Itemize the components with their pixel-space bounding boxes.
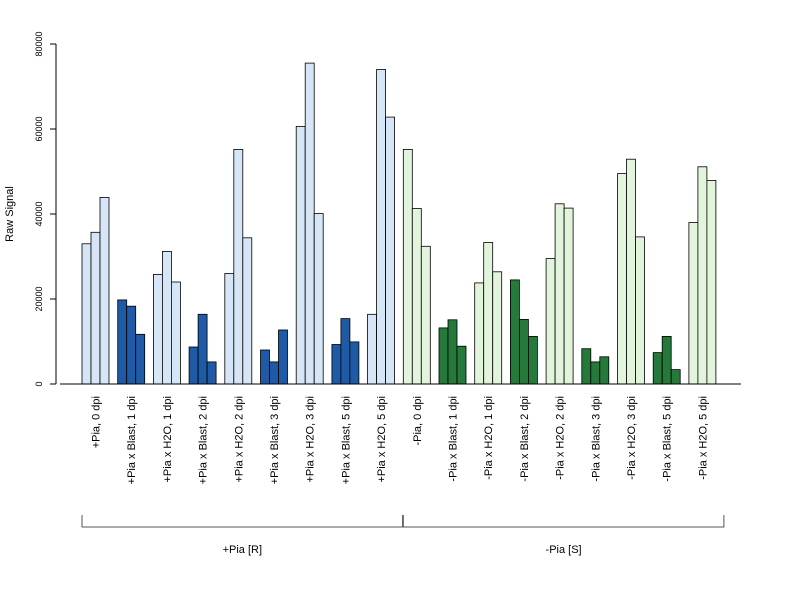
bar xyxy=(563,207,574,385)
bar xyxy=(438,327,449,385)
bar xyxy=(456,345,467,385)
y-tick-label: 80000 xyxy=(34,31,44,56)
bar xyxy=(161,250,172,385)
category-label: +Pia x Blast, 1 dpi xyxy=(126,396,138,484)
y-axis-title: Raw Signal xyxy=(4,186,16,242)
category-label: +Pia x Blast, 3 dpi xyxy=(269,396,281,484)
category-label: -Pia x H2O, 3 dpi xyxy=(626,396,638,480)
bar xyxy=(349,341,360,385)
bar xyxy=(554,203,565,385)
bar xyxy=(688,222,699,385)
bar xyxy=(304,62,315,385)
bar xyxy=(635,236,645,385)
category-label: -Pia x H2O, 2 dpi xyxy=(555,396,567,480)
bar xyxy=(599,356,610,385)
bar xyxy=(411,208,422,385)
bar xyxy=(233,148,244,385)
bar xyxy=(197,313,208,385)
bar xyxy=(126,305,137,385)
y-tick-label: 40000 xyxy=(34,201,44,226)
category-labels: +Pia, 0 dpi +Pia x Blast, 1 dpi +Pia x H2O… xyxy=(91,396,710,484)
bar xyxy=(617,173,627,385)
group-label: -Pia [S] xyxy=(546,544,582,556)
bar xyxy=(331,344,342,385)
category-label: -Pia x H2O, 1 dpi xyxy=(483,396,495,480)
bar xyxy=(340,318,351,385)
bar xyxy=(90,231,101,385)
bar xyxy=(152,273,163,385)
category-label: -Pia x Blast, 1 dpi xyxy=(448,396,460,482)
group-label: +Pia [R] xyxy=(223,544,262,556)
bar xyxy=(706,179,717,385)
bar xyxy=(483,242,494,385)
bar xyxy=(224,273,235,385)
bar xyxy=(81,243,92,385)
bar xyxy=(117,299,128,385)
bar xyxy=(581,348,592,385)
category-label: +Pia x H2O, 5 dpi xyxy=(376,396,388,483)
y-tick-label: 0 xyxy=(34,381,44,386)
bar xyxy=(590,361,601,385)
category-label: -Pia x Blast, 5 dpi xyxy=(662,396,674,482)
bar xyxy=(260,349,270,385)
y-tick-label: 20000 xyxy=(34,286,44,311)
bar xyxy=(385,116,396,385)
bar xyxy=(402,148,413,385)
group-brackets: +Pia [R] -Pia [S] xyxy=(81,515,725,556)
bar xyxy=(670,369,681,385)
bar xyxy=(652,352,663,385)
bar xyxy=(206,361,217,385)
bars-layer xyxy=(81,62,717,385)
category-label: -Pia, 0 dpi xyxy=(412,396,424,446)
category-label: -Pia x Blast, 2 dpi xyxy=(519,396,531,482)
category-label: +Pia x Blast, 5 dpi xyxy=(340,396,352,484)
bar xyxy=(519,318,529,385)
bar xyxy=(509,279,520,385)
category-label: -Pia x H2O, 5 dpi xyxy=(697,396,709,480)
bar xyxy=(626,158,636,385)
bar xyxy=(242,237,253,385)
bar xyxy=(447,319,458,385)
group-bracket xyxy=(81,515,404,528)
bar xyxy=(135,333,146,385)
bar xyxy=(528,335,538,385)
bar xyxy=(545,258,556,385)
bar xyxy=(661,335,672,385)
category-label: +Pia x H2O, 2 dpi xyxy=(233,396,245,483)
category-label: +Pia x H2O, 1 dpi xyxy=(162,396,174,483)
bar xyxy=(170,281,181,385)
bar xyxy=(313,213,324,385)
bar xyxy=(188,346,199,385)
bar xyxy=(278,329,288,385)
category-label: +Pia x H2O, 3 dpi xyxy=(305,396,317,483)
bar xyxy=(492,271,503,385)
category-label: +Pia x Blast, 2 dpi xyxy=(198,396,210,484)
group-bracket xyxy=(402,515,725,528)
bar xyxy=(376,69,387,385)
bar xyxy=(367,313,378,385)
category-label: -Pia x Blast, 3 dpi xyxy=(590,396,602,482)
category-label: +Pia, 0 dpi xyxy=(91,396,103,448)
bar xyxy=(474,282,485,385)
bar xyxy=(697,166,708,385)
bar xyxy=(269,361,279,385)
y-axis: 0 20000 40000 60000 80000 xyxy=(34,31,57,387)
y-tick-label: 60000 xyxy=(34,116,44,141)
bar xyxy=(420,245,431,385)
bar xyxy=(295,126,306,385)
bar xyxy=(99,196,110,385)
